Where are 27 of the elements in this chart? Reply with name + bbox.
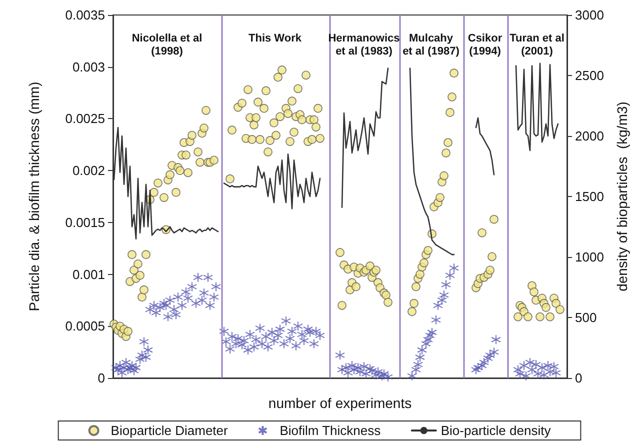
y2-tick-label: 0 <box>575 370 582 386</box>
y-tick-label: 0.0035 <box>65 8 105 22</box>
y-tick-label: 0.0015 <box>65 214 105 230</box>
annotation: Mulcahy et al (1987) <box>402 32 460 58</box>
y-tick-label: 0.002 <box>72 163 105 178</box>
y2-tick-label: 2500 <box>575 68 604 83</box>
legend-label: Bioparticle Diameter <box>110 423 229 438</box>
y-tick-label: 0.0005 <box>65 318 105 334</box>
y2-tick-label: 1500 <box>575 189 604 204</box>
y2-tick-label: 500 <box>575 310 597 325</box>
y2-axis-title: density of bioparticles (kg/m3) <box>614 102 630 292</box>
y-tick-label: 0.001 <box>72 266 105 282</box>
annotation: Csikor (1994) <box>468 32 503 58</box>
x-axis-title: number of experiments <box>268 395 412 411</box>
annotation: Nicolella et al (1998) <box>132 32 202 58</box>
annotation: Hermanowics et al (1983) <box>328 32 400 58</box>
annotation: This Work <box>248 32 302 44</box>
y-tick-label: 0.003 <box>72 59 105 74</box>
y2-tick-label: 1000 <box>575 250 604 264</box>
y2-tick-label: 2000 <box>575 128 604 144</box>
legend-label: Biofilm Thickness <box>280 423 382 438</box>
y-axis-title: Particle dia. & biofilm thickness (mm) <box>26 82 42 312</box>
y-tick-label: 0 <box>98 370 105 386</box>
y2-tick-label: 3000 <box>575 8 604 22</box>
y-tick-label: 0.0025 <box>65 111 105 126</box>
annotation: Turan et al (2001) <box>510 32 564 58</box>
legend-label: Bio-particle density <box>440 423 552 438</box>
